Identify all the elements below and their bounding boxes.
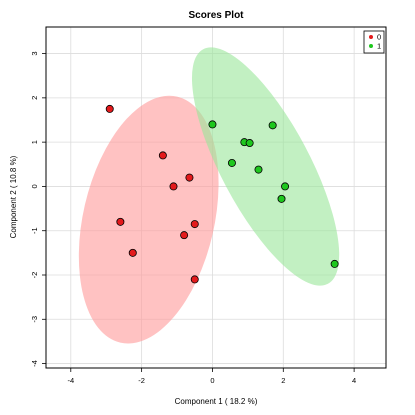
point-group-0 bbox=[169, 182, 178, 191]
x-tick-label: 0 bbox=[210, 376, 214, 385]
ellipse-group-1 bbox=[191, 47, 340, 286]
y-tick-label: -3 bbox=[30, 316, 39, 323]
x-axis-ticks: -4 -2 0 2 4 bbox=[67, 368, 356, 385]
x-tick-label: 4 bbox=[352, 376, 356, 385]
point-group-1 bbox=[227, 158, 236, 167]
y-tick-label: 2 bbox=[30, 96, 39, 100]
point-group-1 bbox=[281, 182, 290, 191]
point-group-0 bbox=[180, 231, 189, 240]
point-group-1 bbox=[245, 139, 254, 148]
y-tick-label: 3 bbox=[30, 51, 39, 55]
point-group-0 bbox=[128, 248, 137, 257]
point-group-0 bbox=[190, 275, 199, 284]
legend-marker-0 bbox=[369, 35, 373, 39]
legend-box bbox=[363, 30, 385, 54]
x-tick-label: -2 bbox=[138, 376, 145, 385]
y-tick-label: -1 bbox=[30, 227, 39, 234]
plot-frame bbox=[45, 26, 387, 369]
chart-title: Scores Plot bbox=[188, 10, 244, 21]
y-tick-label: 1 bbox=[30, 140, 39, 144]
ellipse-group-0 bbox=[78, 95, 219, 344]
point-group-0 bbox=[190, 220, 199, 229]
legend: 01 bbox=[363, 30, 385, 54]
point-group-1 bbox=[254, 165, 263, 174]
y-axis-label: Component 2 ( 10.8 %) bbox=[9, 155, 18, 238]
legend-marker-1 bbox=[369, 44, 373, 48]
x-tick-label: -4 bbox=[67, 376, 74, 385]
point-group-1 bbox=[268, 121, 277, 130]
y-tick-label: -4 bbox=[30, 360, 39, 367]
point-group-0 bbox=[158, 151, 167, 160]
y-tick-label: -2 bbox=[30, 272, 39, 279]
legend-label-1: 1 bbox=[377, 42, 381, 51]
legend-label-0: 0 bbox=[377, 33, 381, 42]
y-axis-ticks: -4 -3 -2 -1 0 1 2 3 bbox=[30, 51, 46, 367]
point-group-0 bbox=[105, 104, 114, 113]
y-tick-label: 0 bbox=[30, 184, 39, 188]
point-group-1 bbox=[277, 194, 286, 203]
confidence-ellipses bbox=[78, 47, 340, 344]
point-group-0 bbox=[185, 173, 194, 182]
point-group-1 bbox=[208, 120, 217, 129]
point-group-1 bbox=[330, 259, 339, 268]
x-tick-label: 2 bbox=[281, 376, 285, 385]
x-axis-label: Component 1 ( 18.2 %) bbox=[175, 397, 258, 406]
point-group-0 bbox=[116, 217, 125, 226]
data-points bbox=[105, 104, 339, 284]
